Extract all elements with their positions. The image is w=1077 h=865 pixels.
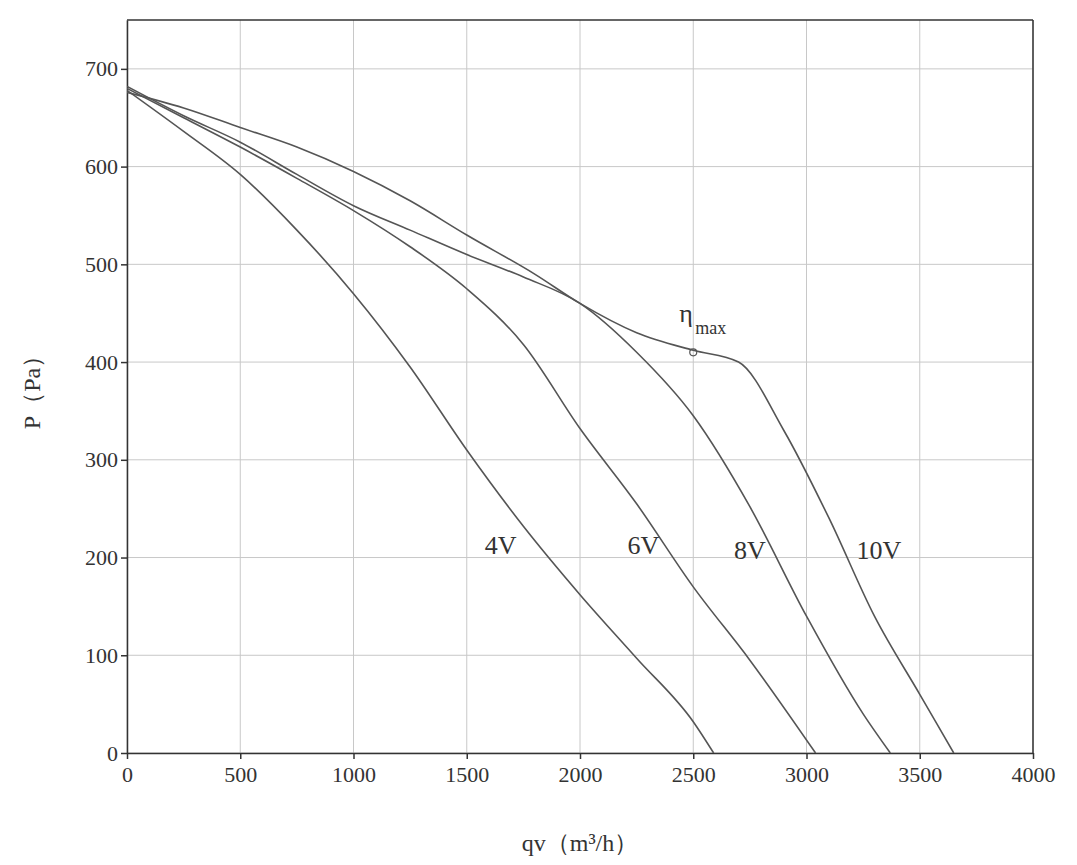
tick-mark <box>1033 753 1035 759</box>
grid-line <box>127 362 1033 363</box>
x-axis: 0 500 1000 1500 2000 2500 3000 3500 4000 <box>122 753 1056 787</box>
tick: 2000 <box>559 753 603 787</box>
series-line <box>127 90 714 753</box>
series-label: 6V <box>628 531 660 560</box>
tick-label: 500 <box>85 252 118 277</box>
chart: 0 500 1000 1500 2000 2500 3000 3500 4000 0 100 200 3… <box>0 0 1077 865</box>
tick-label: 400 <box>85 350 118 375</box>
tick-mark <box>920 753 922 759</box>
tick-mark <box>353 753 355 759</box>
grid-line <box>693 20 694 753</box>
series-label: 8V <box>734 536 766 565</box>
frame <box>127 19 1033 21</box>
tick-mark <box>121 557 127 559</box>
tick-label: 3000 <box>785 762 829 787</box>
grid-line <box>127 264 1033 265</box>
tick: 4000 <box>1012 753 1056 787</box>
tick-label: 2500 <box>672 762 716 787</box>
series-line <box>127 86 890 753</box>
tick-label: 700 <box>85 56 118 81</box>
series-label: 10V <box>857 536 902 565</box>
tick-mark <box>121 655 127 657</box>
tick-mark <box>121 166 127 168</box>
tick-mark <box>467 753 469 759</box>
tick-mark <box>693 753 695 759</box>
annotation-marker <box>690 349 697 356</box>
grid-line <box>127 459 1033 460</box>
tick-mark <box>121 460 127 462</box>
tick: 500 <box>85 252 127 277</box>
x-axis-title: qv（m³/h） <box>522 830 639 856</box>
tick: 1000 <box>332 753 376 787</box>
grid-line <box>466 20 467 753</box>
tick-label: 500 <box>224 762 257 787</box>
grid-line <box>240 20 241 753</box>
tick: 0 <box>122 753 133 787</box>
tick-label: 100 <box>85 643 118 668</box>
axis-line <box>127 21 129 754</box>
tick-mark <box>580 753 582 759</box>
tick-mark <box>121 753 127 755</box>
frame <box>1032 20 1034 753</box>
tick: 200 <box>85 545 127 570</box>
tick-mark <box>121 264 127 266</box>
y-axis-title: P（Pa） <box>19 344 45 429</box>
tick: 3000 <box>785 753 829 787</box>
grid-line <box>353 20 354 753</box>
tick: 2500 <box>672 753 716 787</box>
tick: 500 <box>224 753 257 787</box>
grid-line <box>127 68 1033 69</box>
tick: 400 <box>85 350 127 375</box>
tick-mark <box>240 753 242 759</box>
tick-label: 300 <box>85 447 118 472</box>
annotation-text: η <box>679 299 693 328</box>
series-line <box>127 88 816 753</box>
series-line <box>127 92 954 753</box>
tick-mark <box>806 753 808 759</box>
tick-label: 4000 <box>1012 762 1056 787</box>
tick-label: 200 <box>85 545 118 570</box>
tick: 100 <box>85 643 127 668</box>
grid-line <box>580 20 581 753</box>
tick: 700 <box>85 56 127 81</box>
tick-label: 1500 <box>445 762 489 787</box>
tick-label: 1000 <box>332 762 376 787</box>
grid-line <box>127 166 1033 167</box>
tick-label: 0 <box>122 762 133 787</box>
grid-line <box>1033 20 1034 753</box>
tick-label: 3500 <box>898 762 942 787</box>
series-group <box>127 86 954 753</box>
grid-line <box>919 20 920 753</box>
y-axis: 0 100 200 300 400 500 600 700 <box>85 21 128 766</box>
grid-line <box>806 20 807 753</box>
grid-line <box>127 20 128 753</box>
tick-label: 600 <box>85 154 118 179</box>
tick: 1500 <box>445 753 489 787</box>
tick-mark <box>121 362 127 364</box>
tick-label: 0 <box>107 741 118 766</box>
tick-mark <box>121 69 127 71</box>
tick: 300 <box>85 447 127 472</box>
tick-label: 2000 <box>559 762 603 787</box>
plot: 0 500 1000 1500 2000 2500 3000 3500 4000 0 100 200 3… <box>85 20 1056 787</box>
tick: 3500 <box>898 753 942 787</box>
annotation-subscript: max <box>695 318 726 338</box>
series-label: 4V <box>485 531 517 560</box>
grid <box>127 20 1033 753</box>
tick: 0 <box>107 741 127 766</box>
tick: 600 <box>85 154 127 179</box>
